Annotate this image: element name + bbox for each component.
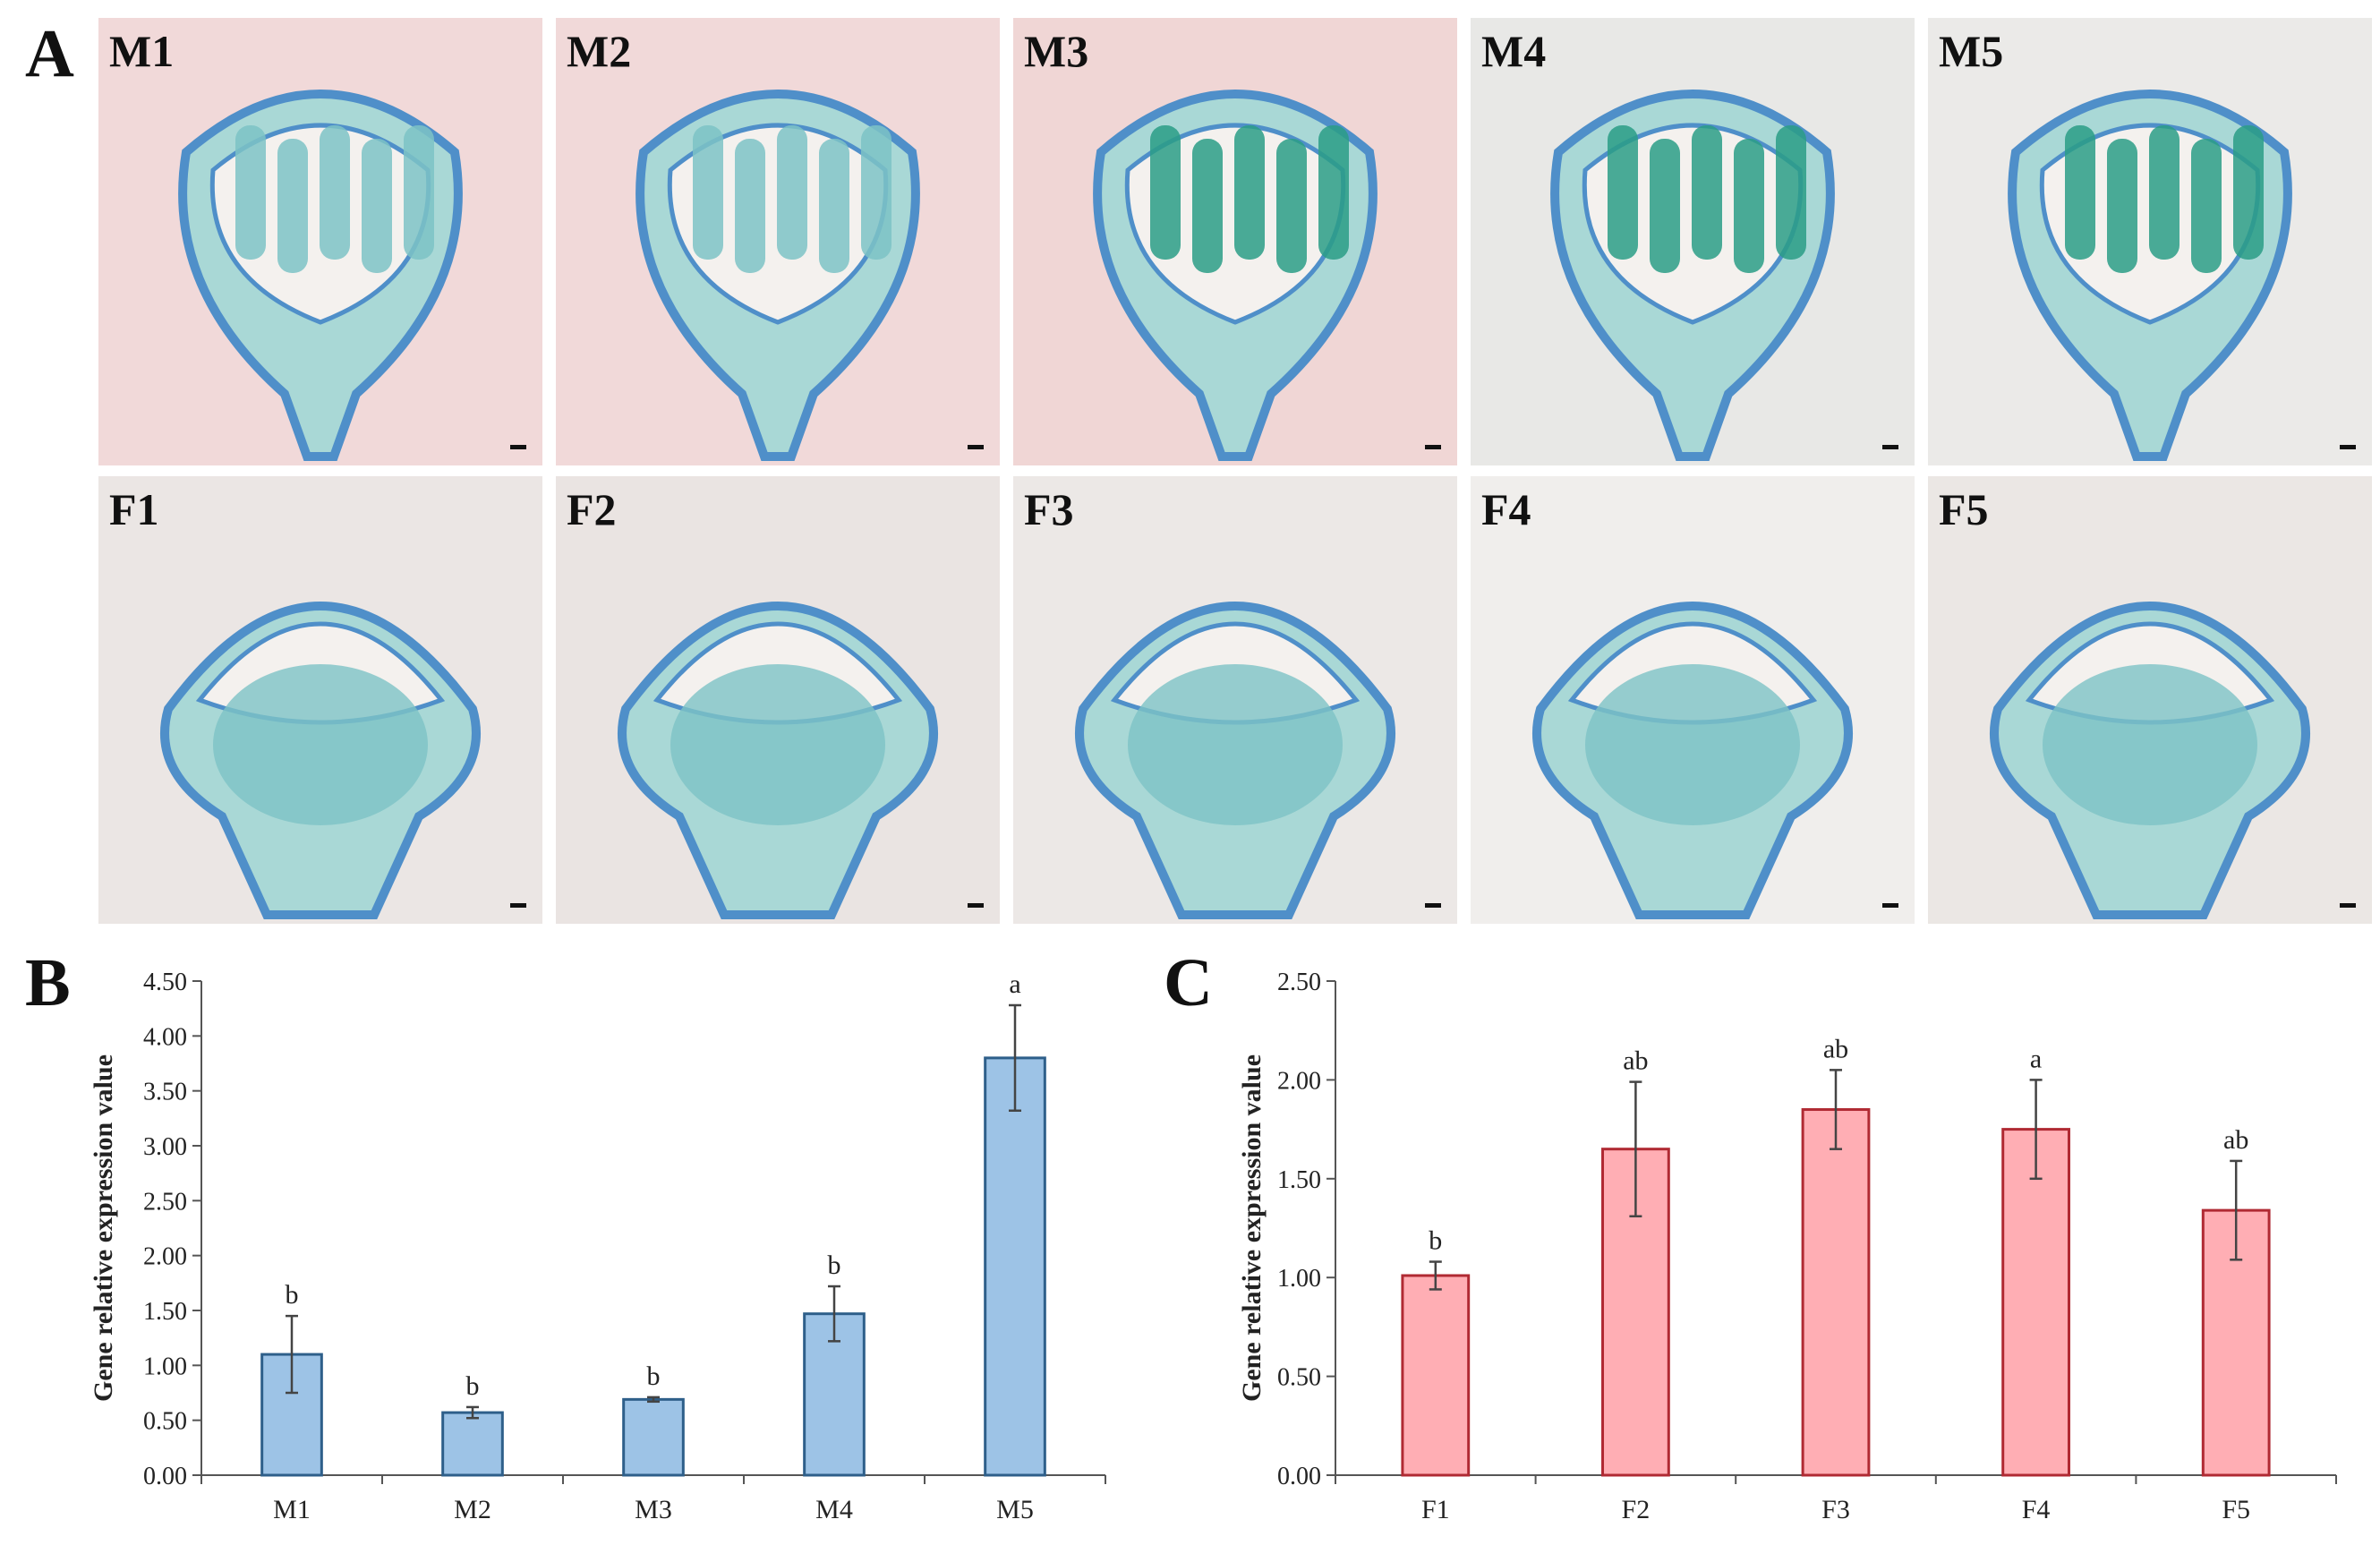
significance-letter: ab bbox=[1623, 1046, 1648, 1076]
y-tick-label: 3.50 bbox=[143, 1079, 187, 1106]
micrograph-label: M1 bbox=[109, 26, 175, 76]
tissue-section-image bbox=[618, 602, 938, 919]
micrograph-label: M5 bbox=[1939, 26, 2004, 76]
x-tick-label: F2 bbox=[1622, 1495, 1651, 1524]
chart-male-expression: Gene relative expression value 0.00 0.50 1.… bbox=[85, 967, 1132, 1558]
micrograph-m4: M4 bbox=[1471, 18, 1915, 465]
significance-letter: ab bbox=[1823, 1034, 1848, 1063]
scale-bar bbox=[2340, 903, 2356, 908]
micrograph-label: M4 bbox=[1481, 26, 1547, 76]
bar-chart-svg: Gene relative expression value 0.00 0.50 1.… bbox=[89, 969, 1106, 1524]
y-tick-label: 2.00 bbox=[143, 1243, 187, 1271]
x-tick-label: F1 bbox=[1421, 1495, 1450, 1524]
panel-label-c: C bbox=[1164, 945, 1213, 1020]
x-tick-label: M2 bbox=[454, 1495, 491, 1524]
scale-bar bbox=[968, 903, 984, 908]
scale-bar bbox=[1425, 445, 1441, 449]
bar-f3 bbox=[1801, 1108, 1871, 1477]
bar-chart-svg: Gene relative expression value 0.00 0.50 1.… bbox=[1237, 969, 2337, 1524]
y-tick-label: 4.00 bbox=[143, 1023, 187, 1051]
y-tick-label: 3.00 bbox=[143, 1133, 187, 1161]
bar-m5 bbox=[984, 1056, 1046, 1477]
x-tick-label: M4 bbox=[815, 1495, 853, 1524]
micrograph-label: F3 bbox=[1024, 484, 1074, 534]
tissue-section-image bbox=[1075, 602, 1395, 919]
micrograph-m3: M3 bbox=[1013, 18, 1457, 465]
scale-bar bbox=[2340, 445, 2356, 449]
significance-letter: a bbox=[2030, 1044, 2042, 1073]
y-tick-label: 2.50 bbox=[1277, 969, 1321, 996]
panel-label-b: B bbox=[25, 945, 71, 1020]
x-tick-label: M1 bbox=[273, 1495, 311, 1524]
scale-bar bbox=[1882, 445, 1898, 449]
scale-bar bbox=[510, 903, 526, 908]
micrograph-f1: F1 bbox=[98, 476, 542, 924]
micrograph-label: F1 bbox=[109, 484, 159, 534]
significance-letter: b bbox=[647, 1361, 661, 1391]
tissue-section-image bbox=[636, 90, 920, 461]
micrograph-f5: F5 bbox=[1928, 476, 2372, 924]
significance-letter: a bbox=[1009, 969, 1020, 999]
significance-letter: b bbox=[1429, 1226, 1442, 1256]
significance-letter: b bbox=[286, 1280, 299, 1310]
x-tick-label: M5 bbox=[996, 1495, 1034, 1524]
micrograph-f4: F4 bbox=[1471, 476, 1915, 924]
tissue-section-image bbox=[178, 90, 463, 461]
bar-m2 bbox=[441, 1411, 504, 1477]
tissue-section-image bbox=[1093, 90, 1378, 461]
micrograph-label: M3 bbox=[1024, 26, 1089, 76]
y-tick-label: 0.00 bbox=[143, 1463, 187, 1490]
bar-m3 bbox=[622, 1397, 685, 1477]
micrograph-f3: F3 bbox=[1013, 476, 1457, 924]
micrograph-m1: M1 bbox=[98, 18, 542, 465]
micrograph-label: F5 bbox=[1939, 484, 1989, 534]
y-tick-label: 1.50 bbox=[1277, 1166, 1321, 1194]
y-tick-label: 0.00 bbox=[1277, 1463, 1321, 1490]
bar-f4 bbox=[2001, 1128, 2070, 1477]
scale-bar bbox=[1882, 903, 1898, 908]
tissue-section-image bbox=[1550, 90, 1835, 461]
x-tick-label: F5 bbox=[2222, 1495, 2250, 1524]
y-tick-label: 2.50 bbox=[143, 1188, 187, 1216]
micrograph-f2: F2 bbox=[556, 476, 1000, 924]
x-tick-label: F3 bbox=[1821, 1495, 1850, 1524]
micrograph-m2: M2 bbox=[556, 18, 1000, 465]
micrograph-label: M2 bbox=[567, 26, 632, 76]
y-tick-label: 4.50 bbox=[143, 969, 187, 996]
micrograph-grid: M1 M2 M3 M4 M5 F1 F2 F3 F4 F5 bbox=[98, 18, 2372, 931]
y-tick-label: 1.50 bbox=[143, 1298, 187, 1326]
panel-label-a: A bbox=[25, 16, 74, 91]
y-tick-label: 2.00 bbox=[1277, 1067, 1321, 1095]
tissue-section-image bbox=[2008, 90, 2292, 461]
y-tick-label: 0.50 bbox=[143, 1408, 187, 1436]
micrograph-m5: M5 bbox=[1928, 18, 2372, 465]
scale-bar bbox=[510, 445, 526, 449]
y-tick-label: 0.50 bbox=[1277, 1364, 1321, 1392]
y-axis-label: Gene relative expression value bbox=[89, 1054, 118, 1402]
y-tick-label: 1.00 bbox=[143, 1353, 187, 1380]
x-tick-label: F4 bbox=[2022, 1495, 2051, 1524]
bar-f1 bbox=[1401, 1274, 1471, 1477]
tissue-section-image bbox=[1532, 602, 1853, 919]
micrograph-label: F4 bbox=[1481, 484, 1531, 534]
scale-bar bbox=[1425, 903, 1441, 908]
y-tick-label: 1.00 bbox=[1277, 1265, 1321, 1293]
significance-letter: b bbox=[466, 1371, 480, 1401]
y-axis-label: Gene relative expression value bbox=[1237, 1054, 1267, 1402]
scale-bar bbox=[968, 445, 984, 449]
significance-letter: b bbox=[828, 1250, 841, 1280]
chart-female-expression: Gene relative expression value 0.00 0.50 1.… bbox=[1235, 967, 2372, 1558]
x-tick-label: M3 bbox=[635, 1495, 672, 1524]
tissue-section-image bbox=[1990, 602, 2310, 919]
significance-letter: ab bbox=[2223, 1125, 2248, 1155]
micrograph-label: F2 bbox=[567, 484, 617, 534]
tissue-section-image bbox=[160, 602, 481, 919]
